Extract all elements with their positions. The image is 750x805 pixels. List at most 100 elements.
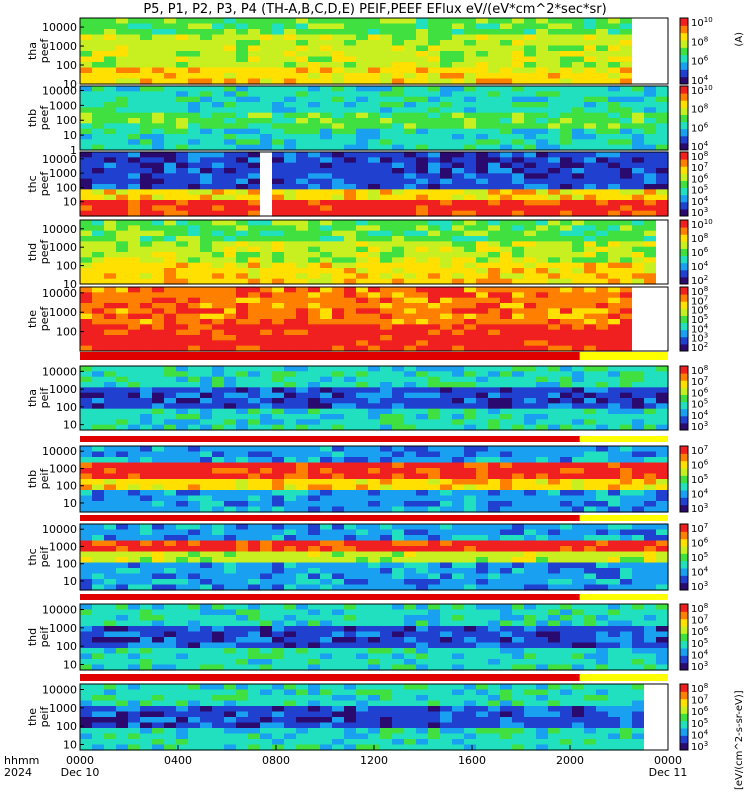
spectrogram-cell [164, 91, 177, 97]
spectrogram-cell [560, 97, 573, 103]
spectrogram-cell [464, 62, 477, 68]
spectrogram-cell [536, 446, 549, 452]
spectrogram-cell [392, 86, 405, 92]
spectrogram-cell [212, 62, 225, 68]
spectrogram-cell [488, 579, 501, 585]
spectrogram-cell [344, 474, 357, 480]
spectrogram-cell [212, 236, 225, 242]
spectrogram-cell [596, 501, 609, 507]
spectrogram-cell [464, 457, 477, 463]
spectrogram-cell [272, 377, 285, 383]
spectrogram-cell [536, 330, 549, 336]
spectrogram-cell [488, 247, 501, 253]
spectrogram-cell [380, 535, 393, 541]
spectrogram-cell [596, 97, 609, 103]
spectrogram-cell [548, 501, 561, 507]
spectrogram-cell [656, 324, 669, 330]
spectrogram-cell [644, 200, 657, 206]
spectrogram-cell [656, 468, 669, 474]
spectrogram-cell [236, 568, 249, 574]
spectrogram-cell [464, 18, 477, 24]
spectrogram-cell [620, 414, 633, 420]
spectrogram-cell [356, 97, 369, 103]
spectrogram-cell [524, 129, 537, 135]
spectrogram-cell [572, 225, 585, 231]
spectrogram-cell [128, 129, 141, 135]
spectrogram-cell [644, 324, 657, 330]
spectrogram-cell [116, 324, 129, 330]
spectrogram-cell [404, 574, 417, 580]
spectrogram-cell [572, 231, 585, 237]
spectrogram-cell [416, 501, 429, 507]
spectrogram-cell [344, 382, 357, 388]
spectrogram-cell [104, 97, 117, 103]
spectrogram-cell [572, 371, 585, 377]
spectrogram-cell [656, 287, 669, 293]
spectrogram-cell [476, 139, 489, 145]
spectrogram-cell [128, 292, 141, 298]
spectrogram-cell [236, 324, 249, 330]
spectrogram-cell [524, 102, 537, 108]
spectrogram-cell [308, 173, 321, 179]
spectrogram-cell [368, 179, 381, 185]
spectrogram-cell [512, 468, 525, 474]
spectrogram-cell [344, 168, 357, 174]
spectrogram-cell [188, 107, 201, 113]
spectrogram-cell [356, 189, 369, 195]
spectrogram-cell [548, 257, 561, 263]
spectrogram-cell [560, 168, 573, 174]
spectrogram-cell [428, 377, 441, 383]
spectrogram-cell [92, 184, 105, 190]
colorbar-tick-label: 1010 [691, 84, 713, 97]
spectrogram-cell [416, 113, 429, 119]
spectrogram-cell [152, 414, 165, 420]
spectrogram-cell [188, 152, 201, 158]
spectrogram-cell [104, 62, 117, 68]
spectrogram-cell [272, 231, 285, 237]
spectrogram-cell [344, 62, 357, 68]
spectrogram-cell [116, 552, 129, 558]
spectrogram-cell [524, 113, 537, 119]
spectrogram-cell [212, 46, 225, 52]
spectrogram-cell [512, 457, 525, 463]
spectrogram-cell [176, 479, 189, 485]
spectrogram-cell [248, 377, 261, 383]
spectrogram-cell [200, 62, 213, 68]
spectrogram-cell [428, 468, 441, 474]
spectrogram-cell [524, 371, 537, 377]
spectrogram-cell [80, 18, 93, 24]
spectrogram-cell [296, 387, 309, 393]
spectrogram-cell [284, 29, 297, 35]
spectrogram-cell [368, 463, 381, 469]
spectrogram-cell [488, 403, 501, 409]
spectrogram-cell [116, 371, 129, 377]
spectrogram-cell [404, 24, 417, 30]
spectrogram-cell [488, 157, 501, 163]
spectrogram-cell [500, 371, 513, 377]
spectrogram-cell [308, 530, 321, 536]
spectrogram-cell [308, 18, 321, 24]
spectrogram-cell [344, 241, 357, 247]
spectrogram-cell [260, 113, 273, 119]
spectrogram-cell [332, 205, 345, 211]
spectrogram-cell [296, 446, 309, 452]
spectrogram-cell [632, 403, 645, 409]
spectrogram-cell [344, 113, 357, 119]
spectrogram-cell [344, 308, 357, 314]
spectrogram-cell [164, 195, 177, 201]
y-tick-label: 1000 [49, 383, 77, 396]
spectrogram-cell [512, 241, 525, 247]
spectrogram-cell [428, 398, 441, 404]
spectrogram-cell [236, 268, 249, 274]
spectrogram-cell [548, 387, 561, 393]
spectrogram-cell [440, 366, 453, 372]
spectrogram-cell [608, 463, 621, 469]
spectrogram-cell [632, 184, 645, 190]
spectrogram-cell [656, 557, 669, 563]
spectrogram-cell [272, 102, 285, 108]
spectrogram-cell [212, 205, 225, 211]
spectrogram-cell [248, 97, 261, 103]
spectrogram-cell [488, 557, 501, 563]
spectrogram-cell [356, 308, 369, 314]
spectrogram-cell [536, 273, 549, 279]
